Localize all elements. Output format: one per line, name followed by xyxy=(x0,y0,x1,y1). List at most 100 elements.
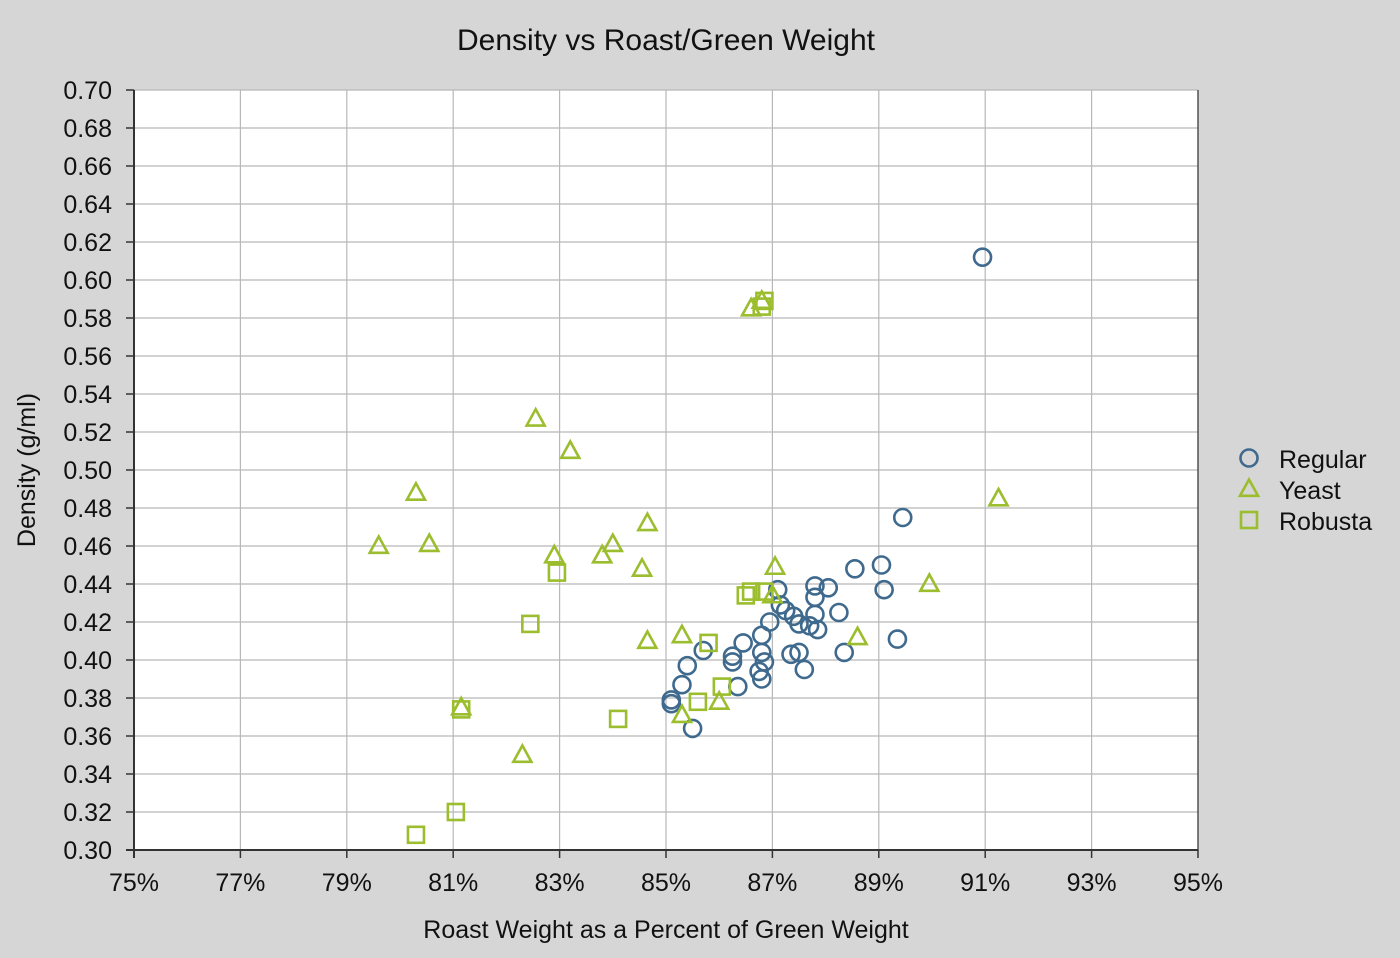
regular-point xyxy=(805,576,825,596)
yeast-point xyxy=(636,511,659,532)
yeast-point xyxy=(670,702,694,724)
y-tick-label: 0.50 xyxy=(63,457,112,485)
yeast-point xyxy=(636,628,659,650)
regular-point xyxy=(661,693,682,714)
y-axis-label: Density (g/ml) xyxy=(13,393,41,547)
yeast-point xyxy=(367,533,390,555)
regular-point xyxy=(805,604,825,625)
yeast-point xyxy=(763,554,787,576)
yeast-point xyxy=(590,543,614,564)
x-tick-label: 85% xyxy=(641,869,691,897)
yeast-point xyxy=(670,623,694,644)
legend-marker-regular xyxy=(1239,448,1259,468)
y-tick-label: 0.56 xyxy=(63,343,112,371)
yeast-point xyxy=(543,543,566,564)
y-tick-label: 0.66 xyxy=(63,153,112,181)
y-tick-label: 0.32 xyxy=(63,799,112,827)
regular-point xyxy=(751,642,772,663)
y-tick-label: 0.30 xyxy=(63,837,112,865)
robusta-point xyxy=(699,633,718,653)
y-tick-label: 0.46 xyxy=(63,533,112,561)
yeast-point xyxy=(418,531,441,553)
legend-label-robusta: Robusta xyxy=(1279,508,1372,536)
robusta-point xyxy=(451,700,471,719)
regular-point xyxy=(829,602,849,623)
robusta-point xyxy=(446,802,466,822)
yeast-point xyxy=(559,438,582,460)
robusta-point xyxy=(521,614,540,634)
robusta-point xyxy=(736,586,756,605)
robusta-point xyxy=(755,291,774,311)
y-tick-label: 0.68 xyxy=(63,115,112,143)
robusta-point xyxy=(741,582,761,601)
x-axis-label: Roast Weight as a Percent of Green Weigh… xyxy=(423,916,908,944)
regular-point xyxy=(972,247,993,268)
y-tick-label: 0.38 xyxy=(63,685,112,713)
robusta-point xyxy=(752,297,772,316)
regular-point xyxy=(874,579,894,600)
y-tick-label: 0.48 xyxy=(63,495,112,523)
regular-point xyxy=(887,629,908,649)
x-tick-label: 87% xyxy=(747,869,797,897)
yeast-point xyxy=(918,571,941,593)
yeast-point xyxy=(449,695,473,716)
x-tick-label: 79% xyxy=(322,869,372,897)
regular-point xyxy=(682,718,703,739)
y-tick-label: 0.54 xyxy=(63,381,112,409)
axes xyxy=(126,89,1199,858)
y-tick-labels: 0.30 0.32 0.34 0.36 0.38 0.40 0.42 0.44 0.46 0.48… xyxy=(63,77,112,865)
legend: Regular Yeast Robusta xyxy=(1237,446,1372,536)
y-tick-label: 0.40 xyxy=(63,647,112,675)
yeast-point xyxy=(846,625,869,646)
chart-title: Density vs Roast/Green Weight xyxy=(457,24,876,57)
legend-label-regular: Regular xyxy=(1279,446,1367,474)
y-tick-label: 0.64 xyxy=(63,191,112,219)
y-tick-label: 0.42 xyxy=(63,609,112,637)
regular-point xyxy=(892,507,913,528)
robusta-point xyxy=(547,563,567,582)
yeast-point xyxy=(524,406,547,427)
regular-point xyxy=(733,633,753,653)
y-tick-label: 0.60 xyxy=(63,267,112,295)
y-tick-label: 0.62 xyxy=(63,229,112,257)
regular-point xyxy=(770,595,791,615)
robusta-point xyxy=(755,582,774,601)
x-tick-label: 89% xyxy=(854,869,904,897)
regular-point xyxy=(871,555,892,575)
regular-point xyxy=(781,644,801,665)
regular-point xyxy=(789,642,809,663)
x-tick-label: 77% xyxy=(215,869,265,897)
x-tick-labels: 75% 77% 79% 81% 83% 85% 87% 89% 91% 93% 95% xyxy=(109,869,1223,897)
robusta-point xyxy=(406,825,426,845)
yeast-point xyxy=(987,486,1010,507)
regular-point xyxy=(789,614,809,634)
regular-point xyxy=(751,669,772,689)
y-tick-label: 0.36 xyxy=(63,723,112,751)
y-tick-label: 0.44 xyxy=(63,571,112,599)
robusta-point xyxy=(688,692,708,712)
robusta-point xyxy=(608,709,628,729)
yeast-point xyxy=(404,480,428,501)
regular-point xyxy=(818,577,839,598)
x-tick-label: 91% xyxy=(960,869,1010,897)
yeast-point xyxy=(707,689,731,710)
legend-marker-robusta xyxy=(1239,510,1259,530)
grid-lines xyxy=(133,89,1199,851)
regular-point xyxy=(794,659,815,680)
regular-point xyxy=(722,646,743,667)
regular-point xyxy=(807,619,828,640)
yeast-point xyxy=(630,556,654,577)
x-tick-label: 93% xyxy=(1067,869,1117,897)
regular-point xyxy=(672,674,692,695)
yeast-point xyxy=(761,583,784,604)
x-tick-label: 75% xyxy=(109,869,159,897)
regular-point xyxy=(845,558,865,579)
x-tick-label: 83% xyxy=(535,869,585,897)
x-tick-label: 81% xyxy=(428,869,478,897)
data-points xyxy=(367,247,1010,845)
yeast-point xyxy=(511,742,534,764)
regular-point xyxy=(834,642,855,663)
robusta-point xyxy=(712,677,732,696)
legend-label-yeast: Yeast xyxy=(1279,477,1341,505)
